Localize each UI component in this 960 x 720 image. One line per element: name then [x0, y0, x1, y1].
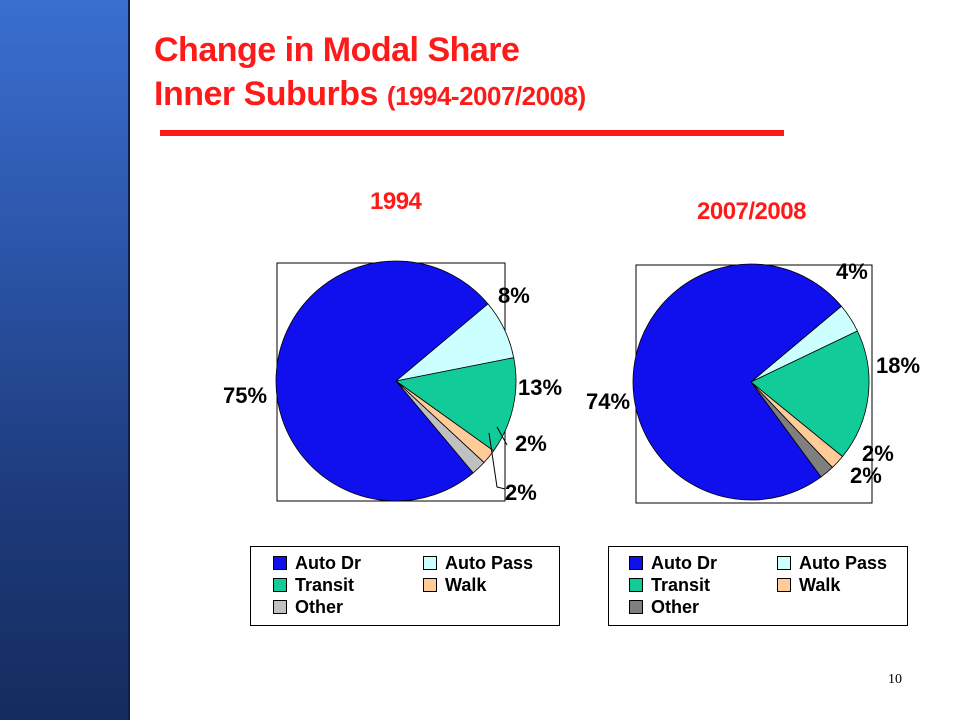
- pie-slice-auto-dr: [632, 263, 842, 501]
- legend-item-other: Other: [273, 596, 343, 618]
- slice-label-other: 2%: [505, 480, 537, 505]
- legend-label: Other: [295, 596, 344, 617]
- slice-label-auto-pass: 4%: [836, 259, 868, 284]
- legend-item-auto-pass: Auto Pass: [777, 552, 887, 574]
- slice-label-auto-dr: 75%: [223, 383, 267, 408]
- legend-swatch: [629, 600, 643, 614]
- leader-line: [496, 426, 508, 446]
- pie-slice-transit: [395, 357, 517, 452]
- legend-swatch: [423, 556, 437, 570]
- legend-label: Transit: [295, 574, 355, 595]
- legend-label: Auto Dr: [295, 552, 361, 573]
- slice-label-walk: 2%: [515, 431, 547, 456]
- slice-label-transit: 18%: [876, 353, 920, 378]
- slice-label-auto-dr: 74%: [586, 389, 630, 414]
- slice-label-auto-pass: 8%: [498, 283, 530, 308]
- chart-2-pie: 74% 4% 18% 2%2%: [586, 259, 920, 504]
- legend-item-auto-dr: Auto Dr: [273, 552, 361, 574]
- slide-title: Change in Modal Share Inner Suburbs (199…: [154, 28, 586, 118]
- chart-1-pie: 75% 8% 13% 2% 2%: [223, 260, 562, 505]
- slice-label-transit: 13%: [518, 375, 562, 400]
- legend-label: Auto Dr: [651, 552, 717, 573]
- chart-2-title: 2007/2008: [697, 198, 806, 225]
- title-line-2-suffix: (1994-2007/2008): [386, 81, 586, 111]
- chart-1-title: 1994: [370, 188, 422, 215]
- slice-label-walk: 2%: [862, 441, 894, 466]
- legend-swatch: [273, 556, 287, 570]
- legend-swatch: [629, 556, 643, 570]
- legend-label: Walk: [445, 574, 487, 595]
- legend-label: Auto Pass: [445, 552, 534, 573]
- pie-slice-auto-dr: [275, 260, 489, 502]
- title-line-1: Change in Modal Share: [154, 31, 520, 69]
- legend-label: Auto Pass: [799, 552, 888, 573]
- legend-label: Other: [651, 596, 700, 617]
- title-underline: [160, 130, 784, 136]
- pie-slice-transit: [750, 330, 870, 458]
- page-number: 10: [888, 672, 902, 687]
- legend-item-transit: Transit: [273, 574, 354, 596]
- legend-swatch: [629, 578, 643, 592]
- legend-swatch: [273, 600, 287, 614]
- leader-line: [488, 432, 506, 490]
- legend-label: Walk: [799, 574, 841, 595]
- chart-2-legend: Auto Dr Auto Pass Transit Walk Other: [608, 546, 908, 626]
- legend-label: Transit: [651, 574, 711, 595]
- sidebar-gradient: [0, 0, 130, 720]
- chart-1-legend: Auto Dr Auto Pass Transit Walk Other: [250, 546, 560, 626]
- legend-item-walk: Walk: [777, 574, 840, 596]
- legend-item-other: Other: [629, 596, 699, 618]
- legend-item-walk: Walk: [423, 574, 486, 596]
- legend-swatch: [777, 578, 791, 592]
- title-line-2: Inner Suburbs (1994-2007/2008): [154, 72, 586, 118]
- legend-swatch: [423, 578, 437, 592]
- title-line-2-main: Inner Suburbs: [154, 75, 378, 113]
- legend-item-transit: Transit: [629, 574, 710, 596]
- slice-label-other: 2%: [850, 463, 882, 488]
- legend-swatch: [273, 578, 287, 592]
- legend-item-auto-pass: Auto Pass: [423, 552, 533, 574]
- legend-swatch: [777, 556, 791, 570]
- legend-item-auto-dr: Auto Dr: [629, 552, 717, 574]
